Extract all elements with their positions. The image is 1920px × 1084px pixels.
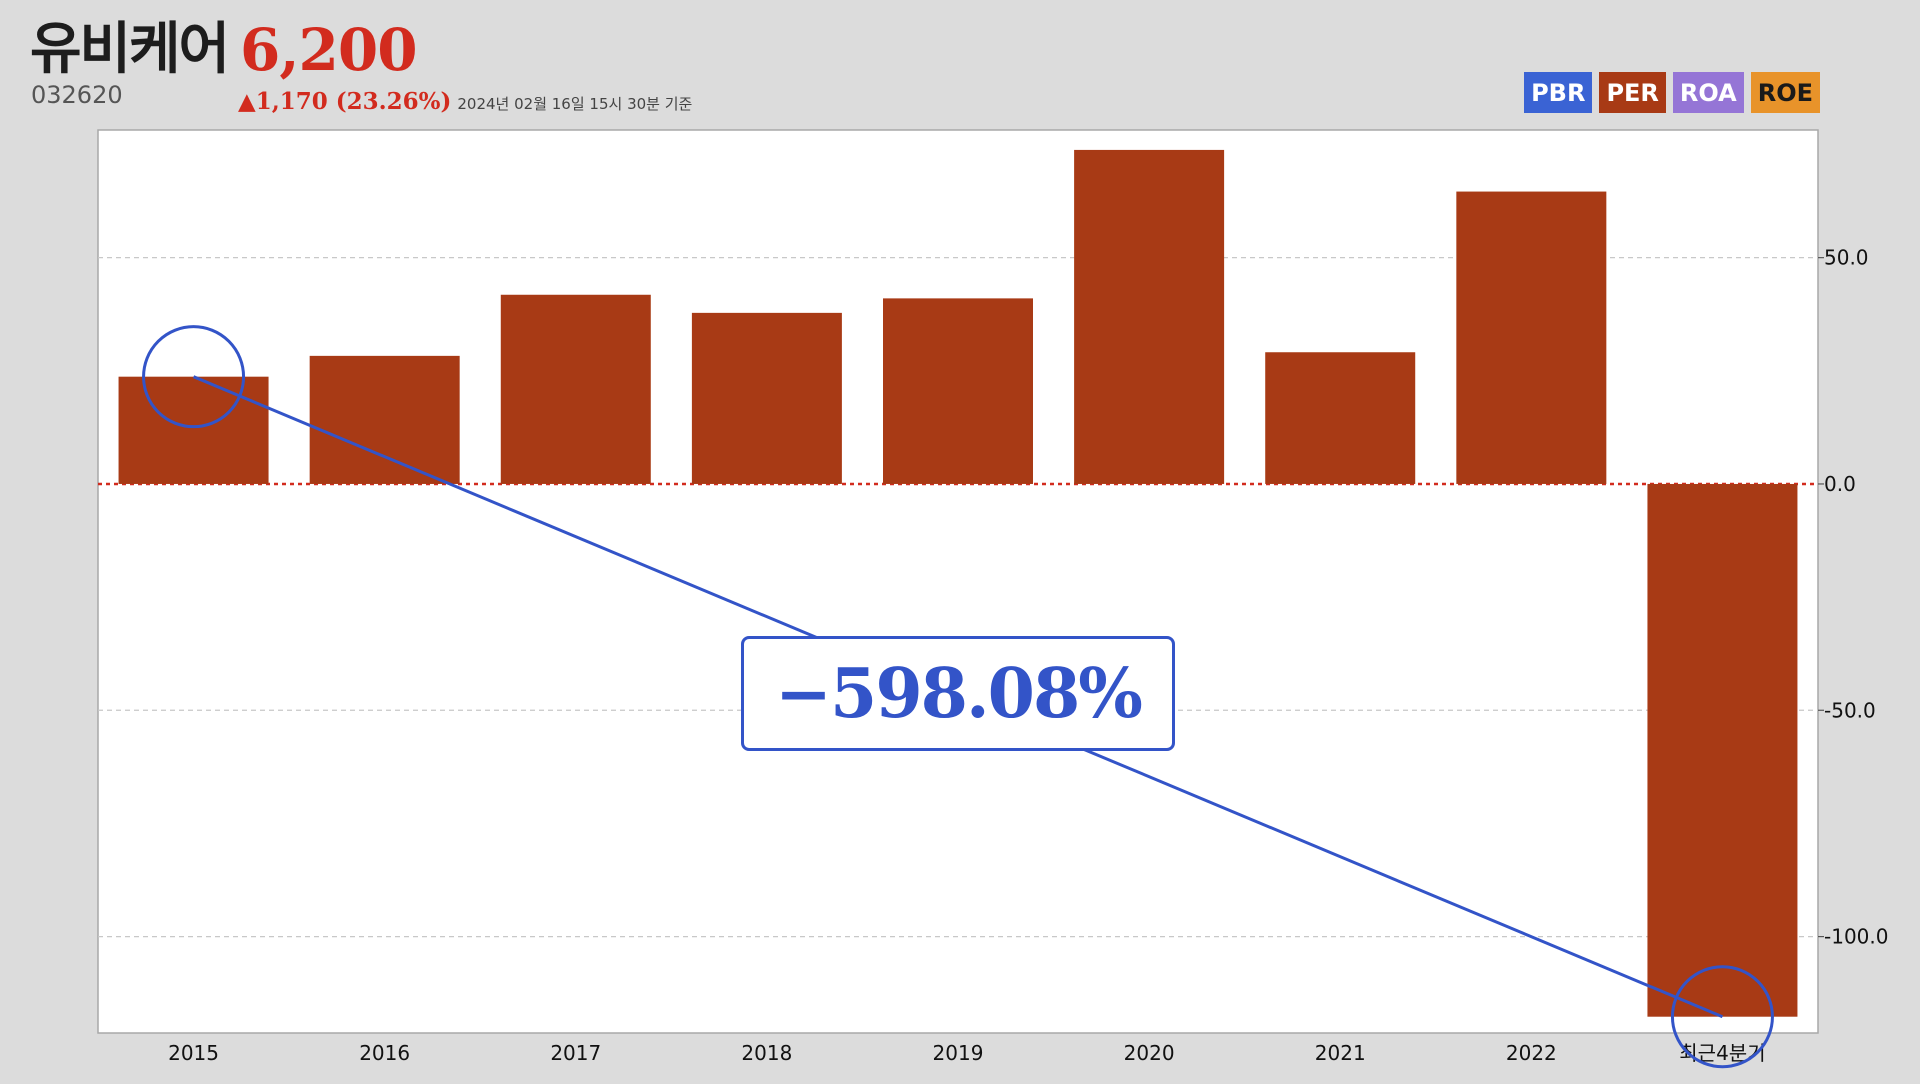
as-of-date: 2024년 02월 16일 15시 30분 기준 <box>457 95 693 113</box>
legend-roe-button[interactable]: ROE <box>1750 72 1820 113</box>
x-tick-label: 최근4분기 <box>1679 1041 1765 1065</box>
stock-header: 유비케어 6,200 032620 ▲1,170 (23.26%) 2024년 0… <box>0 0 1920 128</box>
metric-legend: PBR PER ROA ROE <box>1524 72 1820 113</box>
y-tick-label: -50.0 <box>1824 698 1876 722</box>
legend-pbr-button[interactable]: PBR <box>1524 72 1593 113</box>
bar <box>309 355 460 484</box>
x-tick-label: 2020 <box>1124 1041 1175 1065</box>
stock-price: 6,200 <box>240 16 418 84</box>
highlight-circle-last <box>1670 965 1774 1069</box>
change-annotation: −598.08% <box>741 636 1175 751</box>
bar <box>118 376 269 484</box>
bar <box>691 312 842 484</box>
x-tick-label: 2016 <box>359 1041 410 1065</box>
stock-code: 032620 <box>31 81 123 109</box>
x-tick-label: 2018 <box>741 1041 792 1065</box>
y-tick-label: 50.0 <box>1824 246 1869 270</box>
bar <box>500 294 651 484</box>
x-tick-label: 2015 <box>168 1041 219 1065</box>
legend-roa-button[interactable]: ROA <box>1672 72 1744 113</box>
price-change-row: ▲1,170 (23.26%) 2024년 02월 16일 15시 30분 기준 <box>238 88 692 118</box>
x-tick-label: 2022 <box>1506 1041 1557 1065</box>
price-change: ▲1,170 (23.26%) <box>238 88 452 115</box>
legend-per-button[interactable]: PER <box>1599 72 1666 113</box>
x-tick-label: 2019 <box>933 1041 984 1065</box>
y-tick-label: -100.0 <box>1824 925 1888 949</box>
bar <box>1456 191 1607 484</box>
x-tick-label: 2017 <box>550 1041 601 1065</box>
bar <box>883 298 1033 484</box>
bar <box>1074 149 1225 484</box>
highlight-circle-first <box>142 325 246 429</box>
company-name: 유비케어 <box>30 17 230 82</box>
x-tick-label: 2021 <box>1315 1041 1366 1065</box>
bar <box>1265 352 1416 484</box>
bar <box>1647 483 1798 1017</box>
y-tick-label: 0.0 <box>1824 472 1856 496</box>
